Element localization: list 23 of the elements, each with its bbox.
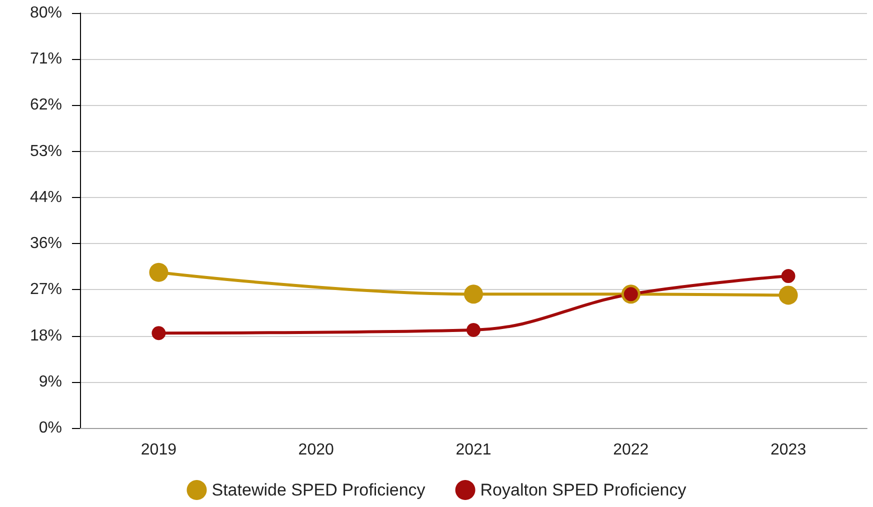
x-tick-label: 2023 [770,442,806,458]
y-tick-label: 9% [38,373,62,390]
x-tick-label: 2020 [298,442,334,458]
x-tick-label: 2021 [456,442,492,458]
y-tick-label: 53% [30,142,62,160]
y-tick-label: 0% [38,420,62,436]
point [149,262,168,282]
legend-label: Royalton SPED Proficiency [480,480,687,500]
point [464,284,483,304]
y-tick-label: 71% [30,50,62,68]
point [778,286,798,305]
legend-label: Statewide SPED Proficiency [212,480,426,500]
y-tick-label: 18% [30,327,62,344]
y-tick-label: 62% [30,96,62,114]
y-tick-label: 36% [30,235,62,252]
y-tick-label: 44% [30,188,62,206]
point [781,269,796,283]
y-tick-label: 27% [30,281,62,298]
point [152,326,166,340]
point [466,322,480,337]
x-tick-label: 2019 [140,442,177,458]
x-tick-label: 2022 [613,442,649,458]
y-tick-label: 80% [30,4,62,22]
